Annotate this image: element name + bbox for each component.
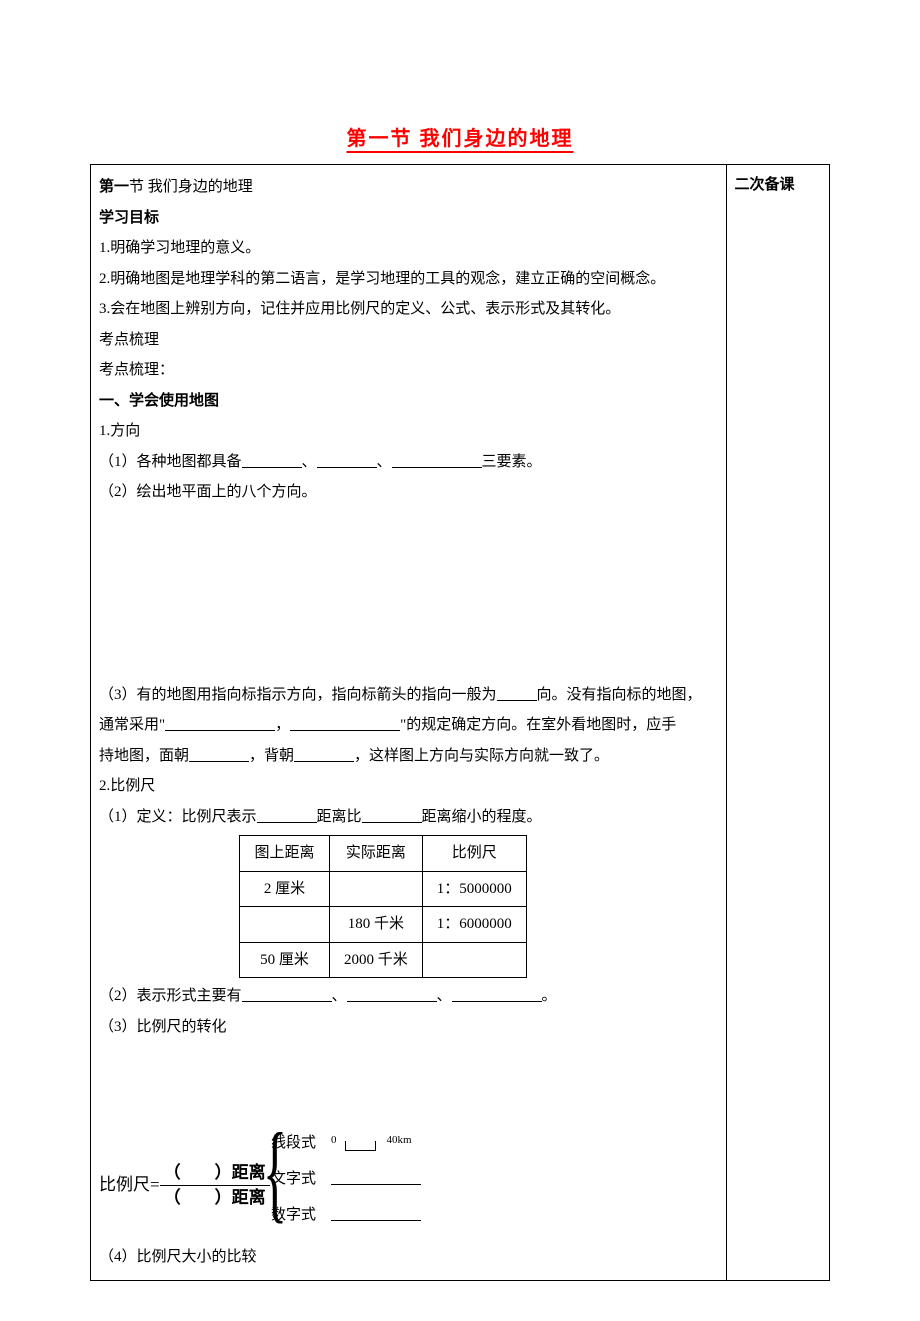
form-text: 文字式 — [271, 1161, 421, 1197]
table-header-row: 图上距离 实际距离 比例尺 — [240, 836, 527, 872]
th-c1: 图上距离 — [240, 836, 330, 872]
p1-2: （2）绘出地平面上的八个方向。 — [99, 478, 718, 507]
notes-heading: 二次备课 — [735, 177, 795, 193]
table-row: 50 厘米 2000 千米 — [240, 942, 527, 978]
td: 1：6000000 — [422, 907, 526, 943]
scale-table: 图上距离 实际距离 比例尺 2 厘米 1：5000000 180 千米 1：60… — [239, 835, 527, 978]
td: 180 千米 — [330, 907, 423, 943]
page-title: 第一节 我们身边的地理 — [90, 120, 830, 158]
td: 50 厘米 — [240, 942, 330, 978]
content-cell: 第一第一节 我们身边的地理节 我们身边的地理 学习目标 1.明确学习地理的意义。… — [91, 165, 727, 1281]
td: 1：5000000 — [422, 871, 526, 907]
section-header: 第一第一节 我们身边的地理节 我们身边的地理 — [99, 173, 718, 202]
drawing-space — [99, 509, 718, 679]
p1-1: （1）各种地图都具备、、三要素。 — [99, 448, 718, 477]
th-c3: 比例尺 — [422, 836, 526, 872]
objectives-heading: 学习目标 — [99, 204, 718, 233]
form-number: 数字式 — [271, 1197, 421, 1233]
table-row: 180 千米 1：6000000 — [240, 907, 527, 943]
td — [240, 907, 330, 943]
td: 2000 千米 — [330, 942, 423, 978]
objective-2: 2.明确地图是地理学科的第二语言，是学习地理的工具的观念，建立正确的空间概念。 — [99, 265, 718, 294]
p2-2: （2）表示形式主要有、、。 — [99, 982, 718, 1011]
review-1: 考点梳理 — [99, 326, 718, 355]
p1-title: 1.方向 — [99, 417, 718, 446]
form-line-seg: 线段式 040km — [271, 1125, 421, 1161]
td: 2 厘米 — [240, 871, 330, 907]
notes-cell: 二次备课 — [726, 165, 829, 1281]
p2-3: （3）比例尺的转化 — [99, 1013, 718, 1042]
main-layout-table: 第一第一节 我们身边的地理节 我们身边的地理 学习目标 1.明确学习地理的意义。… — [90, 164, 830, 1281]
p1-3-line2: 通常采用"，"的规定确定方向。在室外看地图时，应手 — [99, 711, 718, 740]
objective-3: 3.会在地图上辨别方向，记住并应用比例尺的定义、公式、表示形式及其转化。 — [99, 295, 718, 324]
p1-3-line1: （3）有的地图用指向标指示方向，指向标箭头的指向一般为向。没有指向标的地图， — [99, 681, 718, 710]
table-row: 2 厘米 1：5000000 — [240, 871, 527, 907]
spacer-2 — [99, 1043, 718, 1113]
p2-1: （1）定义：比例尺表示距离比距离缩小的程度。 — [99, 803, 718, 832]
scale-formula-diagram: 比例尺=（ ）距离（ ）距离 { 线段式 040km 文字式 数字式 — [99, 1121, 718, 1241]
p2-4: （4）比例尺大小的比较 — [99, 1243, 718, 1272]
review-2: 考点梳理： — [99, 356, 718, 385]
td — [330, 871, 423, 907]
p1-3-line3: 持地图，面朝，背朝，这样图上方向与实际方向就一致了。 — [99, 742, 718, 771]
td — [422, 942, 526, 978]
objective-1: 1.明确学习地理的意义。 — [99, 234, 718, 263]
section-1-title: 一、学会使用地图 — [99, 387, 718, 416]
scale-equals: 比例尺=（ ）距离（ ）距离 — [99, 1163, 270, 1209]
p2-title: 2.比例尺 — [99, 772, 718, 801]
scale-forms: 线段式 040km 文字式 数字式 — [271, 1125, 421, 1233]
th-c2: 实际距离 — [330, 836, 423, 872]
